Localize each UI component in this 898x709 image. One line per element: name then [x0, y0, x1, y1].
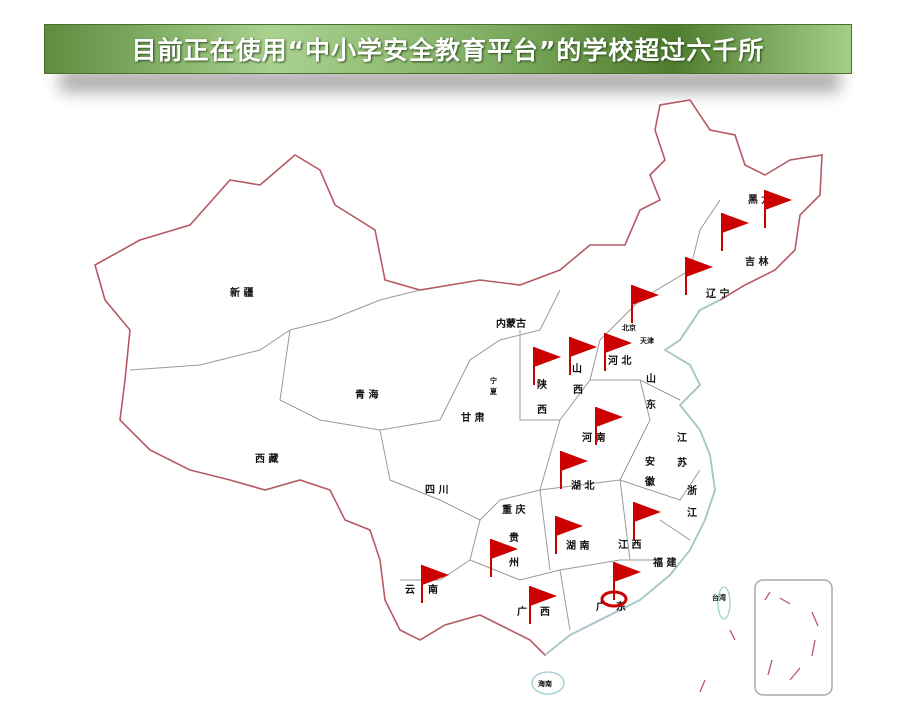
province-label: 江	[677, 431, 687, 444]
province-label: 河 北	[608, 354, 631, 367]
flag-cloth	[634, 502, 661, 522]
province-label: 重 庆	[502, 503, 525, 516]
flag-icon[interactable]	[533, 347, 561, 385]
flag-cloth	[596, 407, 623, 427]
province-label: 天津	[640, 336, 654, 345]
province-label: 福 建	[652, 556, 677, 569]
flag-cloth	[530, 586, 557, 606]
page-title: 目前正在使用“中小学安全教育平台”的学校超过六千所	[131, 36, 765, 65]
flag-cloth	[722, 213, 749, 233]
flag-cloth	[561, 451, 588, 471]
province-label: 贵	[509, 531, 519, 544]
province-label: 江 西	[618, 538, 641, 551]
province-label: 东	[616, 600, 626, 613]
flag-cloth	[605, 333, 632, 353]
flag-icon[interactable]	[764, 190, 792, 228]
title-banner: 目前正在使用“中小学安全教育平台”的学校超过六千所	[44, 24, 852, 74]
province-label: 山	[572, 362, 582, 375]
flag-icon[interactable]	[595, 407, 623, 445]
flag-cloth	[422, 565, 449, 585]
flag-cloth	[614, 562, 641, 582]
flag-icon[interactable]	[604, 333, 632, 371]
province-label: 西 藏	[255, 452, 278, 465]
province-label: 湖 北	[571, 479, 594, 492]
province-label: 西	[540, 606, 550, 618]
flag-icon[interactable]	[685, 257, 713, 295]
flag-cloth	[534, 347, 561, 367]
province-label: 青 海	[355, 388, 378, 401]
province-label: 安	[645, 455, 655, 468]
flag-icon[interactable]	[421, 565, 449, 603]
flag-cloth	[686, 257, 713, 277]
province-label: 甘 肃	[461, 411, 484, 424]
flag-cloth	[632, 285, 659, 305]
province-label: 徽	[644, 475, 656, 488]
inset-dashes	[699, 591, 819, 693]
flag-cloth	[765, 190, 792, 210]
flag-icon[interactable]	[560, 451, 588, 489]
province-label: 辽 宁	[706, 287, 729, 300]
province-label: 北京	[622, 323, 636, 332]
province-label: 浙	[687, 484, 697, 497]
province-label: 新 疆	[230, 286, 253, 299]
province-borders	[129, 199, 721, 631]
province-label: 州	[508, 557, 519, 569]
flag-icon[interactable]	[569, 337, 597, 375]
flag-icon[interactable]	[529, 586, 557, 624]
province-label: 西	[573, 384, 583, 396]
banner-shadow	[60, 70, 840, 92]
province-label: 河 南	[582, 431, 605, 444]
flag-icon[interactable]	[490, 539, 518, 577]
province-label: 内蒙古	[496, 317, 526, 330]
country-outline	[94, 99, 823, 657]
province-label: 云	[405, 584, 415, 596]
province-label: 宁	[490, 376, 497, 385]
coastline	[544, 299, 721, 656]
province-label: 吉 林	[745, 255, 769, 268]
flag-cloth	[491, 539, 518, 559]
flag-icon[interactable]	[600, 562, 641, 608]
province-label: 南	[428, 583, 438, 596]
taiwan-island	[717, 586, 731, 620]
province-label: 海南	[538, 679, 552, 688]
province-label: 苏	[677, 456, 687, 469]
province-label: 陕	[537, 378, 547, 391]
province-label: 山	[646, 372, 656, 385]
flag-cloth	[570, 337, 597, 357]
flag-cloth	[556, 516, 583, 536]
south-china-sea-inset	[754, 579, 833, 696]
province-label: 夏	[489, 387, 498, 396]
hainan-island	[531, 671, 565, 695]
province-label: 广	[517, 605, 527, 618]
province-label: 广	[596, 600, 606, 613]
province-label: 西	[537, 404, 547, 416]
province-label: 台湾	[712, 593, 726, 602]
province-label: 四 川	[425, 484, 448, 496]
flag-icon[interactable]	[631, 285, 659, 323]
flag-icon[interactable]	[555, 516, 583, 554]
flag-icon[interactable]	[721, 213, 749, 251]
province-label: 湖 南	[566, 539, 589, 552]
flag-icon[interactable]	[633, 502, 661, 540]
province-label: 东	[646, 398, 656, 411]
province-label: 江	[687, 506, 697, 519]
